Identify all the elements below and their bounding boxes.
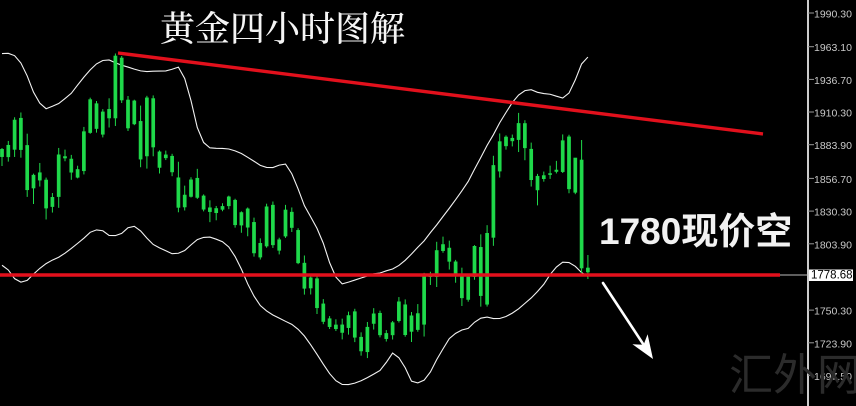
svg-text:1990.30: 1990.30	[814, 9, 852, 21]
svg-text:1936.70: 1936.70	[814, 75, 852, 87]
svg-text:1750.30: 1750.30	[814, 306, 852, 318]
svg-text:汇外网: 汇外网	[729, 339, 856, 403]
svg-text:1856.70: 1856.70	[814, 174, 852, 186]
svg-text:1803.90: 1803.90	[814, 239, 852, 251]
svg-text:1963.10: 1963.10	[814, 42, 852, 54]
svg-text:1830.30: 1830.30	[814, 207, 852, 219]
svg-text:1778.68: 1778.68	[811, 269, 853, 281]
svg-text:1883.90: 1883.90	[814, 140, 852, 152]
svg-text:1910.30: 1910.30	[814, 108, 852, 120]
